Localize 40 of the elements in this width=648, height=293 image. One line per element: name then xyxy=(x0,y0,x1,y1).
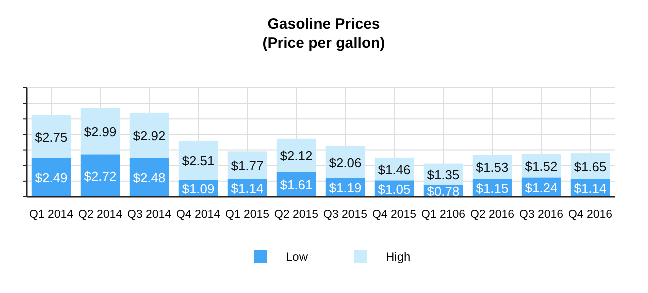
data-label: $2.92 xyxy=(133,128,166,144)
x-tick-label: Q2 2016 xyxy=(470,209,515,221)
data-label: $2.49 xyxy=(35,170,68,186)
data-label: $1.46 xyxy=(378,162,411,178)
x-tick-label: Q4 2014 xyxy=(176,209,222,221)
x-tick-label: Q3 2014 xyxy=(127,209,172,221)
x-tick-label: Q4 2015 xyxy=(372,209,417,221)
data-label: $1.15 xyxy=(476,181,509,196)
data-label: $2.51 xyxy=(182,153,215,168)
data-label: $1.05 xyxy=(378,182,411,197)
data-label: $1.14 xyxy=(574,181,607,196)
legend-label: Low xyxy=(286,250,308,264)
x-tick-label: Q4 2016 xyxy=(568,209,613,221)
data-label: $0.78 xyxy=(427,184,460,199)
data-label: $1.35 xyxy=(427,167,460,182)
data-label: $1.52 xyxy=(525,158,558,174)
data-label: $2.12 xyxy=(280,148,313,164)
x-tick-label: Q2 2015 xyxy=(274,209,319,221)
data-label: $1.09 xyxy=(182,182,215,197)
x-tick-label: Q1 2014 xyxy=(29,209,74,221)
x-tick-label: Q3 2015 xyxy=(323,209,368,221)
data-label: $1.14 xyxy=(231,181,264,196)
chart-subtitle: (Price per gallon) xyxy=(262,35,386,52)
data-label: $2.99 xyxy=(84,124,117,140)
data-label: $1.77 xyxy=(231,158,264,174)
data-label: $1.24 xyxy=(525,180,558,196)
data-label: $2.48 xyxy=(133,170,166,186)
data-label: $1.61 xyxy=(280,177,313,192)
data-label: $1.19 xyxy=(329,180,362,196)
data-label: $1.65 xyxy=(574,159,607,174)
data-label: $2.75 xyxy=(35,130,68,145)
legend-label: High xyxy=(386,250,411,264)
data-label: $1.53 xyxy=(476,160,509,176)
data-label: $2.72 xyxy=(84,168,117,184)
x-tick-label: Q1 2015 xyxy=(225,209,270,221)
data-label: $2.06 xyxy=(329,155,362,170)
x-tick-label: Q1 2106 xyxy=(421,209,466,221)
chart-title: Gasoline Prices xyxy=(268,16,380,33)
x-tick-label: Q2 2014 xyxy=(78,209,124,221)
x-tick-label: Q3 2016 xyxy=(519,209,564,221)
